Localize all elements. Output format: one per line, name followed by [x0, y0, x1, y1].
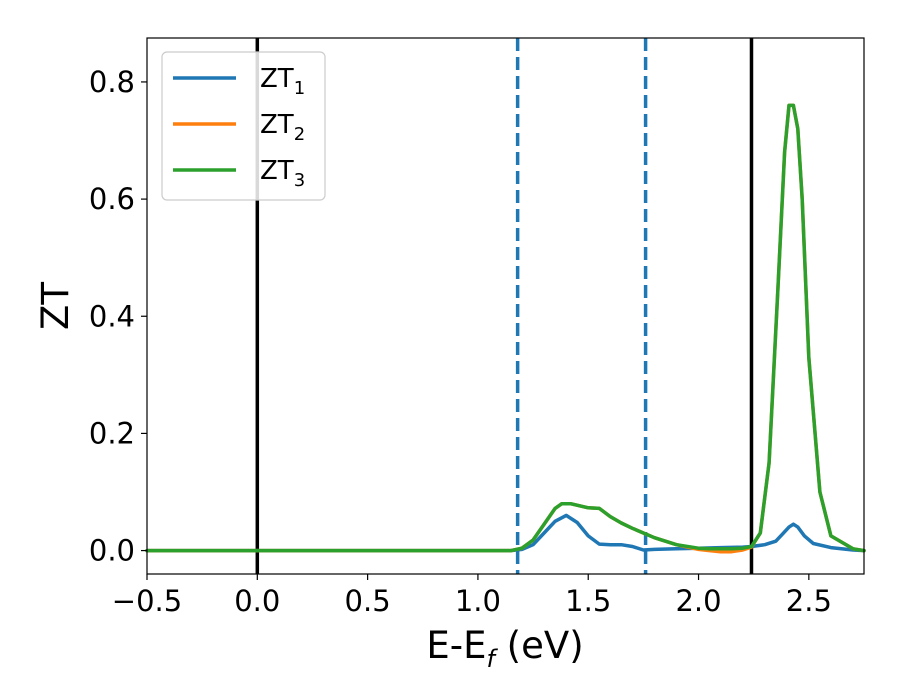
y-tick-label: 0.0: [89, 534, 135, 568]
y-tick-label: 0.4: [89, 299, 135, 333]
x-tick-label: −0.5: [112, 584, 182, 618]
legend-box: [161, 51, 326, 201]
x-tick-label: 1.5: [565, 584, 611, 618]
y-tick-label: 0.6: [89, 182, 135, 216]
y-tick-label: 0.8: [89, 65, 135, 99]
legend-label-3: ZT3: [260, 156, 305, 191]
y-axis: 0.0 0.2 0.4 0.6 0.8: [89, 65, 147, 568]
vertical-lines: [255, 38, 754, 574]
series-line-3: [145, 103, 866, 553]
series-line-1: [145, 513, 866, 553]
x-tick-label: 2.0: [675, 584, 721, 618]
legend-label-1: ZT1: [260, 64, 305, 99]
y-tick-label: 0.2: [89, 416, 135, 450]
x-tick-label: 2.5: [786, 584, 832, 618]
x-tick-label: 0.0: [234, 584, 280, 618]
x-axis-title: E-Ef (eV): [426, 624, 583, 673]
x-tick-label: 0.5: [345, 584, 391, 618]
legend-label-2: ZT2: [260, 110, 305, 145]
x-tick-label: 1.0: [455, 584, 501, 618]
y-axis-title: ZT: [34, 282, 77, 330]
x-axis: −0.5 0.0 0.5 1.0 1.5 2.0 2.5: [112, 574, 832, 618]
legend: ZT1 ZT2 ZT3: [161, 51, 326, 201]
series-lines: [145, 103, 866, 554]
plot-frame: [146, 37, 865, 575]
